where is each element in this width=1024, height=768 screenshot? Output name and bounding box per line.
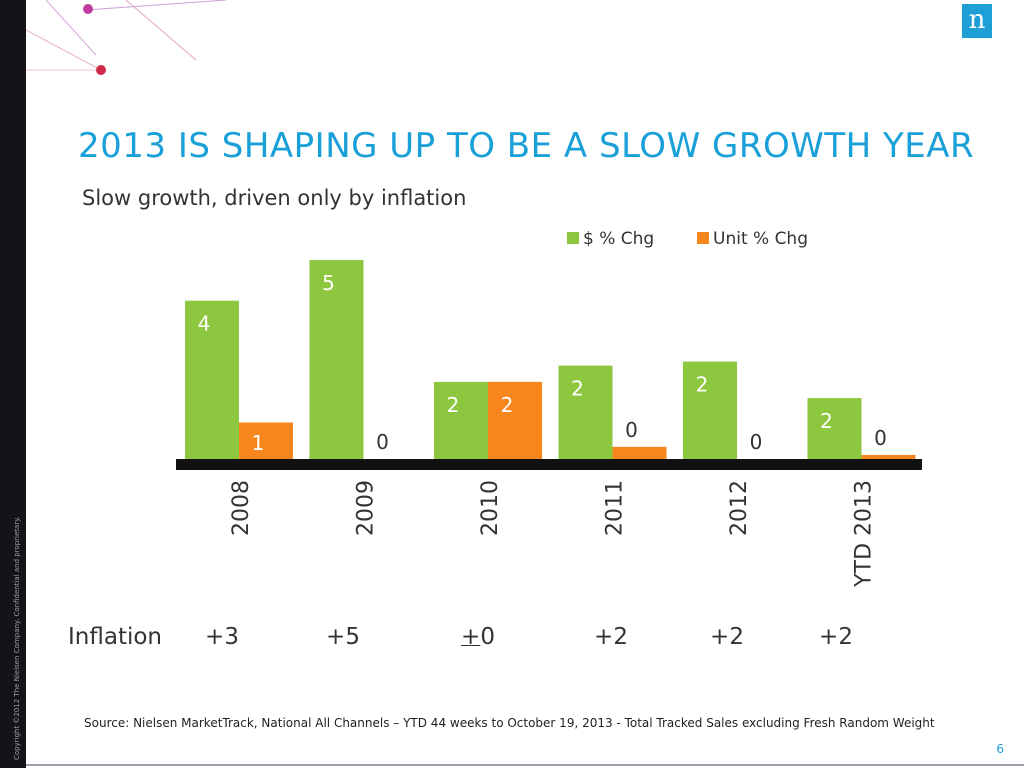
bar-dollar-2008 (185, 300, 239, 459)
inflation-value-text: +3 (205, 624, 239, 650)
legend-label-unit: Unit % Chg (713, 229, 808, 249)
inflation-value-text: +2 (710, 624, 744, 650)
bar-label-unit-ytd-2013: 0 (874, 426, 887, 450)
legend-swatch-unit (697, 232, 709, 244)
inflation-value: +2 (819, 624, 853, 650)
x-tick-label-2010: 2010 (478, 480, 503, 536)
x-tick-labels-group: 2008 2009 2010 2011 2012 YTD 2013 (229, 480, 877, 588)
bar-label-unit-2011: 0 (625, 418, 638, 442)
inflation-label: Inflation (68, 624, 162, 650)
bar-unit-2010 (488, 381, 542, 459)
bar-label-unit-2012: 0 (750, 430, 763, 454)
inflation-value-text: +2 (594, 624, 628, 650)
x-tick-label-2012: 2012 (727, 480, 752, 536)
legend-swatch-dollar (567, 232, 579, 244)
bar-label-dollar-2009: 5 (322, 271, 335, 295)
x-tick-label-2008: 2008 (229, 480, 254, 536)
bar-label-dollar-2011: 2 (571, 377, 584, 401)
bar-unit-2011 (612, 446, 667, 459)
inflation-value: +2 (710, 624, 744, 650)
page-number: 6 (996, 742, 1004, 756)
bar-label-unit-2010: 2 (501, 393, 514, 417)
bar-label-dollar-2010: 2 (447, 393, 460, 417)
inflation-value: +0 (461, 624, 495, 650)
decorative-dot-magenta (83, 4, 93, 14)
bar-label-dollar-ytd-2013: 2 (820, 409, 833, 433)
x-axis-baseline (176, 459, 922, 470)
x-tick-label-2011: 2011 (603, 480, 628, 536)
bars-group (185, 260, 916, 459)
bar-chart: 4 1 5 0 2 2 2 0 2 0 2 0 2008 2009 2010 2011 2012 YTD 201… (176, 229, 922, 588)
nielsen-logo: n (962, 4, 992, 38)
bar-unit-2008 (239, 422, 293, 459)
x-tick-label-2009: 2009 (354, 480, 379, 536)
bar-label-unit-2008: 1 (252, 431, 265, 455)
inflation-value: +2 (594, 624, 628, 650)
bar-label-dollar-2008: 4 (198, 312, 211, 336)
bar-dollar-2011 (558, 365, 613, 459)
decorative-network-graphic (26, 0, 227, 75)
legend-label-dollar: $ % Chg (583, 229, 654, 249)
left-sidebar-bar (0, 0, 26, 768)
bar-label-dollar-2012: 2 (696, 373, 709, 397)
x-tick-label-ytd-2013: YTD 2013 (852, 480, 877, 588)
inflation-value: +3 (205, 624, 239, 650)
inflation-value-text: 0 (480, 624, 495, 650)
bar-labels-group: 4 1 5 0 2 2 2 0 2 0 2 0 (198, 271, 887, 455)
bar-dollar-2012 (683, 361, 737, 459)
bar-unit-ytd-2013 (861, 454, 916, 459)
bottom-divider (26, 764, 1024, 766)
source-note: Source: Nielsen MarketTrack, National Al… (84, 716, 935, 730)
slide-title: 2013 IS SHAPING UP TO BE A SLOW GROWTH Y… (78, 126, 975, 166)
inflation-value: +5 (326, 624, 360, 650)
bar-label-unit-2009: 0 (376, 430, 389, 454)
inflation-value-text: +2 (819, 624, 853, 650)
bar-dollar-2009 (309, 260, 364, 459)
decorative-dot-red (96, 65, 106, 75)
slide-subtitle: Slow growth, driven only by inflation (82, 186, 467, 210)
chart-legend: $ % Chg Unit % Chg (567, 229, 808, 249)
inflation-value-prefix: + (461, 624, 481, 650)
bar-dollar-ytd-2013 (807, 398, 862, 459)
inflation-value-text: +5 (326, 624, 360, 650)
bar-dollar-2010 (434, 381, 488, 459)
